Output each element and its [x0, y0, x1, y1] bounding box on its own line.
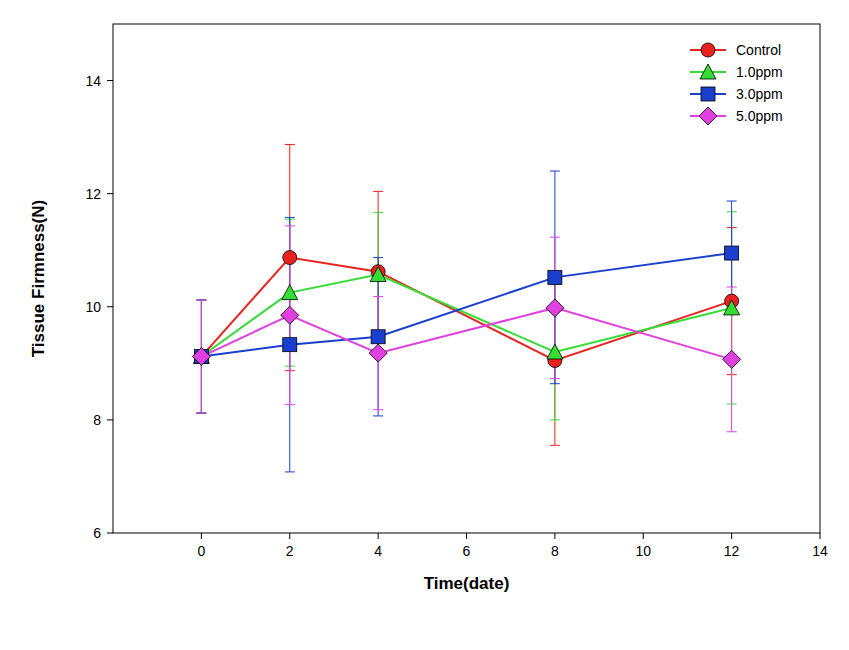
x-tick-label: 8 [551, 543, 559, 559]
x-tick-label: 14 [812, 543, 828, 559]
error-bars [196, 144, 736, 445]
legend-marker [699, 107, 717, 125]
x-tick [820, 533, 821, 539]
x-tick [731, 533, 732, 539]
x-tick [466, 533, 467, 539]
x-tick-label: 4 [374, 543, 382, 559]
error-bars [196, 171, 736, 472]
point [283, 251, 297, 265]
x-tick [643, 533, 644, 539]
legend-label: 1.0ppm [736, 64, 783, 80]
point [369, 344, 387, 362]
x-tick [201, 533, 202, 539]
point [370, 267, 386, 282]
point [281, 306, 299, 324]
point [724, 300, 740, 315]
y-tick-label: 8 [93, 412, 101, 428]
point [546, 299, 564, 317]
y-tick-label: 12 [85, 186, 101, 202]
y-tick [107, 533, 113, 534]
x-axis-label: Time(date) [424, 574, 510, 593]
point [723, 350, 741, 368]
point [548, 270, 562, 284]
legend-marker [701, 43, 715, 57]
point [725, 246, 739, 260]
x-tick [289, 533, 290, 539]
legend-marker [700, 64, 716, 79]
point [371, 330, 385, 344]
legend-marker [701, 87, 715, 101]
y-tick [107, 419, 113, 420]
legend-label: 5.0ppm [736, 108, 783, 124]
y-tick-label: 6 [93, 525, 101, 541]
y-tick-label: 14 [85, 73, 101, 89]
x-tick [378, 533, 379, 539]
y-axis-label: Tissue Firmness(N) [29, 200, 48, 357]
error-bars [196, 212, 736, 420]
y-tick [107, 80, 113, 81]
legend: Control 1.0ppm 3.0ppm 5.0ppm [690, 42, 783, 125]
x-tick-label: 10 [635, 543, 651, 559]
series-line [201, 253, 731, 356]
x-tick-label: 6 [463, 543, 471, 559]
point [283, 338, 297, 352]
x-tick [554, 533, 555, 539]
y-tick [107, 193, 113, 194]
legend-label: 3.0ppm [736, 86, 783, 102]
x-tick-label: 2 [286, 543, 294, 559]
x-tick-label: 0 [197, 543, 205, 559]
point [192, 348, 210, 366]
error-bars [196, 226, 736, 432]
y-tick [107, 306, 113, 307]
legend-label: Control [736, 42, 781, 58]
series-line [201, 275, 731, 357]
point [547, 344, 563, 359]
point [282, 285, 298, 300]
plot-frame [113, 24, 820, 533]
chart: 0 2 4 6 8 10 12 14 6 8 10 12 14 Time(date) Tissue Firm… [0, 0, 849, 650]
y-tick-label: 10 [85, 299, 101, 315]
plot-area [192, 144, 740, 471]
x-tick-label: 12 [724, 543, 740, 559]
